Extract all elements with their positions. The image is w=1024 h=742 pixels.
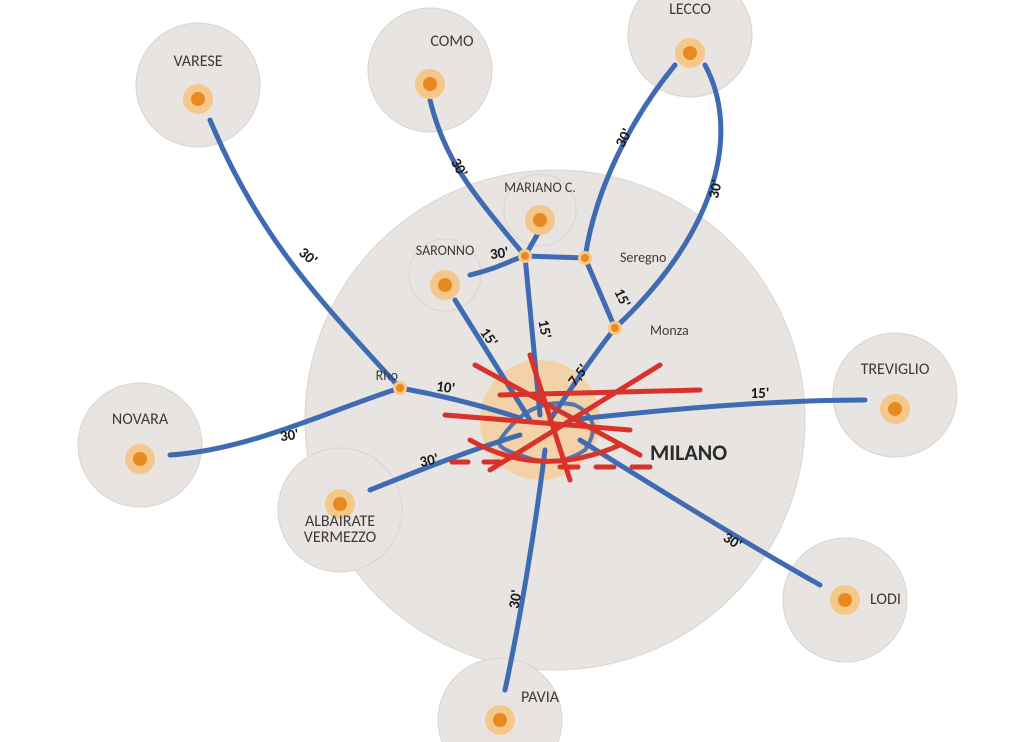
city-label: TREVIGLIO	[861, 360, 930, 379]
node-inner-icon	[888, 402, 902, 416]
time-label: 30'	[279, 426, 300, 446]
node-inner-icon	[133, 452, 147, 466]
city-label: PAVIA	[521, 688, 560, 707]
time-label-group: 30'	[446, 155, 471, 180]
time-label: 30'	[446, 155, 471, 180]
city-label: LECCO	[669, 0, 711, 19]
time-label-group: 30'	[489, 244, 510, 264]
time-label-group: 30'	[705, 178, 726, 200]
time-label-group: 30'	[418, 450, 440, 471]
time-label: 30'	[506, 589, 527, 611]
time-label-group: 15'	[533, 319, 554, 341]
node-inner-icon	[396, 384, 404, 392]
time-label: 30'	[705, 178, 726, 200]
node-inner-icon	[333, 497, 347, 511]
node-inner-icon	[683, 46, 697, 60]
city-label: VERMEZZO	[304, 528, 377, 547]
time-label: 30'	[489, 244, 510, 264]
node-inner-icon	[838, 593, 852, 607]
node-inner-icon	[191, 92, 205, 106]
node-label: Rho	[376, 367, 398, 384]
node-label: Seregno	[620, 249, 666, 266]
node-inner-icon	[423, 77, 437, 91]
time-label-group: 30'	[295, 244, 321, 270]
node-inner-icon	[521, 252, 529, 260]
city-label: COMO	[430, 32, 474, 51]
time-label: 15'	[533, 319, 554, 341]
time-label-group: 15'	[751, 385, 770, 403]
time-label: 15'	[751, 385, 770, 403]
time-label: 30'	[295, 244, 321, 270]
node-inner-icon	[611, 324, 619, 332]
node-inner-icon	[438, 278, 452, 292]
node-label: MARIANO C.	[504, 179, 576, 196]
time-label-group: 30'	[506, 589, 527, 611]
milano-label: MILANO	[650, 439, 727, 466]
node-label: Monza	[650, 322, 689, 339]
city-label: NOVARA	[112, 410, 169, 429]
rail-line	[525, 256, 585, 258]
node-inner-icon	[533, 213, 547, 227]
time-label: 10'	[435, 378, 456, 398]
city-label: VARESE	[173, 52, 222, 71]
node-label: SARONNO	[416, 242, 475, 259]
time-label-group: 30'	[279, 426, 300, 446]
city-label: LODI	[870, 590, 901, 609]
time-label: 30'	[418, 450, 440, 471]
time-label-group: 10'	[435, 378, 456, 398]
node-inner-icon	[581, 254, 589, 262]
node-inner-icon	[493, 713, 507, 727]
network-diagram: VARESECOMOLECCONOVARATREVIGLIOLODIPAVIAA…	[0, 0, 1024, 742]
